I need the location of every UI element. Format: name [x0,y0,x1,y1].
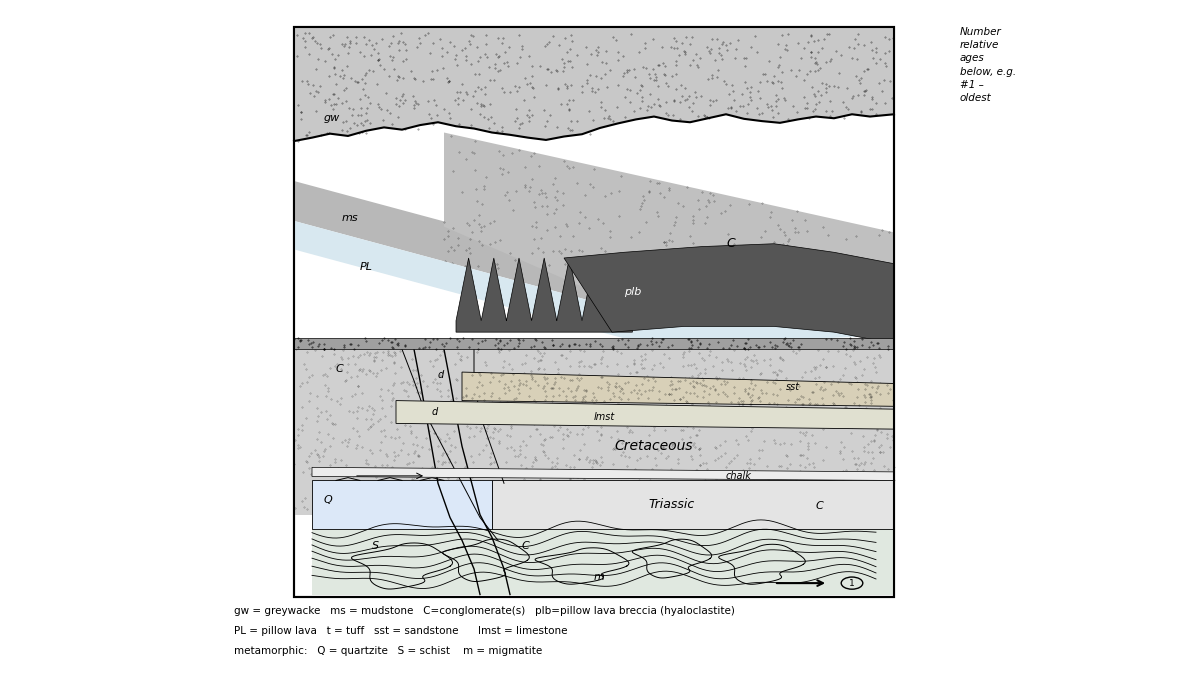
Text: C: C [522,541,529,551]
Polygon shape [462,372,894,406]
Text: lmst: lmst [594,412,616,422]
Text: sst: sst [786,383,800,392]
Text: Cretaceous: Cretaceous [614,439,694,453]
Text: chalk: chalk [726,471,752,481]
Text: metamorphic:   Q = quartzite   S = schist    m = migmatite: metamorphic: Q = quartzite S = schist m … [234,647,542,656]
Text: d: d [432,407,438,417]
Polygon shape [294,349,894,514]
Polygon shape [294,338,894,349]
Bar [294,27,894,597]
Polygon shape [294,181,654,318]
Text: plb: plb [624,288,641,297]
Text: PL = pillow lava   t = tuff   sst = sandstone      lmst = limestone: PL = pillow lava t = tuff sst = sandston… [234,626,568,636]
Text: PL: PL [360,261,373,271]
Text: C: C [816,501,823,511]
Text: ms: ms [342,213,359,223]
Text: m: m [594,572,605,583]
Polygon shape [312,481,492,529]
Polygon shape [456,258,632,332]
Text: Number
relative
ages
below, e.g.
#1 –
oldest: Number relative ages below, e.g. #1 – ol… [960,27,1016,103]
Polygon shape [312,467,894,481]
Polygon shape [294,27,894,141]
Bar [294,27,894,597]
Text: 1: 1 [850,578,854,588]
Text: C: C [336,364,343,374]
Text: d: d [438,370,444,380]
Polygon shape [564,244,894,344]
Polygon shape [294,221,894,346]
Polygon shape [312,529,894,595]
Text: gw: gw [324,113,341,124]
Polygon shape [492,481,894,529]
Text: S: S [372,541,379,551]
Text: C: C [726,237,734,250]
Polygon shape [444,132,894,318]
Text: gw = greywacke   ms = mudstone   C=conglomerate(s)   plb=pillow lava breccia (hy: gw = greywacke ms = mudstone C=conglomer… [234,606,734,616]
Polygon shape [396,400,894,429]
Text: Q: Q [324,495,332,506]
Text: Triassic: Triassic [649,498,695,512]
